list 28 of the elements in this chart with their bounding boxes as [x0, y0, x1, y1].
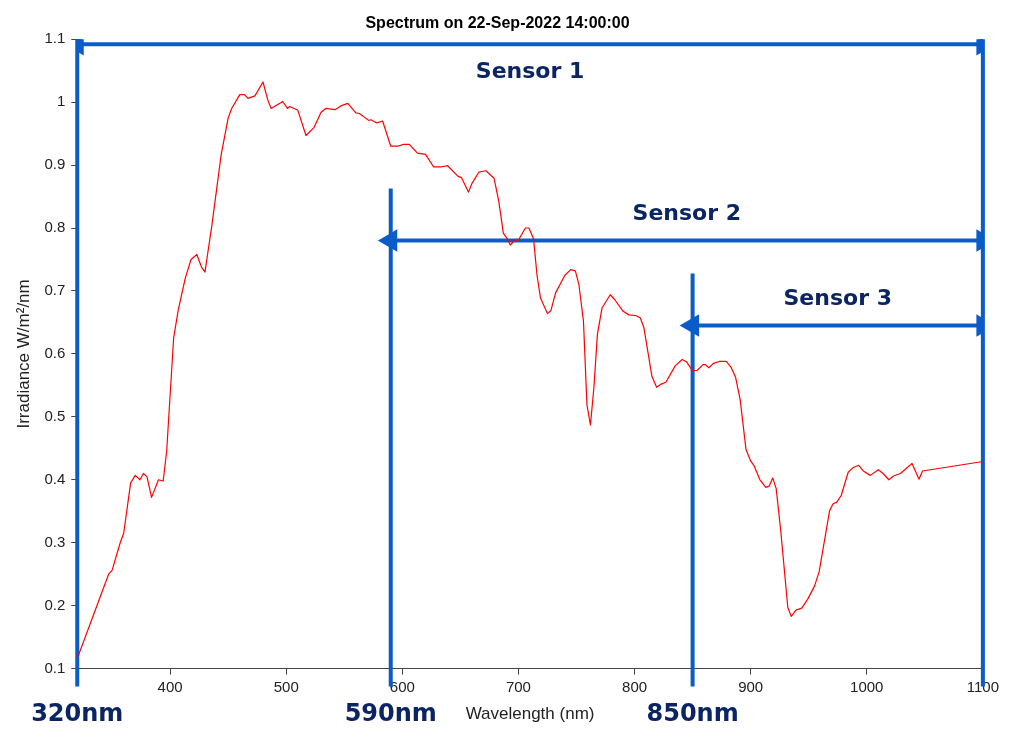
x-axis-title: Wavelength (nm) — [465, 704, 595, 724]
series-label: Sensor 1 — [475, 57, 585, 83]
y-tick-label: 0.5 — [44, 406, 66, 424]
x-tick-label: 600 — [389, 677, 415, 695]
x-tick-label: 900 — [738, 677, 764, 695]
y-tick-label: 1 — [56, 92, 66, 110]
x-tick-label: 1000 — [850, 677, 884, 695]
y-tick-label: 0.2 — [44, 595, 66, 613]
y-tick-label: 0.7 — [44, 281, 66, 299]
y-axis-title: Irradiance W/m²/nm — [13, 279, 33, 429]
series-label: Sensor 3 — [783, 285, 892, 311]
y-tick-label: 0.1 — [44, 658, 66, 676]
ref-line-label: 320nm — [31, 698, 124, 727]
y-tick-label: 0.3 — [44, 532, 66, 550]
ref-line-label: 590nm — [344, 698, 437, 727]
x-tick-label: 800 — [622, 677, 648, 695]
y-tick-label: 0.4 — [44, 469, 66, 487]
x-tick-label: 500 — [273, 677, 299, 695]
y-tick-label: 0.6 — [44, 344, 66, 362]
y-tick-label: 0.9 — [44, 155, 66, 173]
x-tick-label: 400 — [157, 677, 183, 695]
chart-title: Spectrum on 22-Sep-2022 14:00:00 — [365, 14, 630, 32]
x-tick-label: 700 — [505, 677, 531, 695]
series-label: Sensor 2 — [632, 200, 742, 226]
y-tick-label: 1.1 — [44, 29, 66, 47]
x-tick-label: 1100 — [966, 677, 999, 695]
ref-line-label: 850nm — [646, 698, 739, 727]
y-tick-label: 0.8 — [44, 218, 66, 236]
